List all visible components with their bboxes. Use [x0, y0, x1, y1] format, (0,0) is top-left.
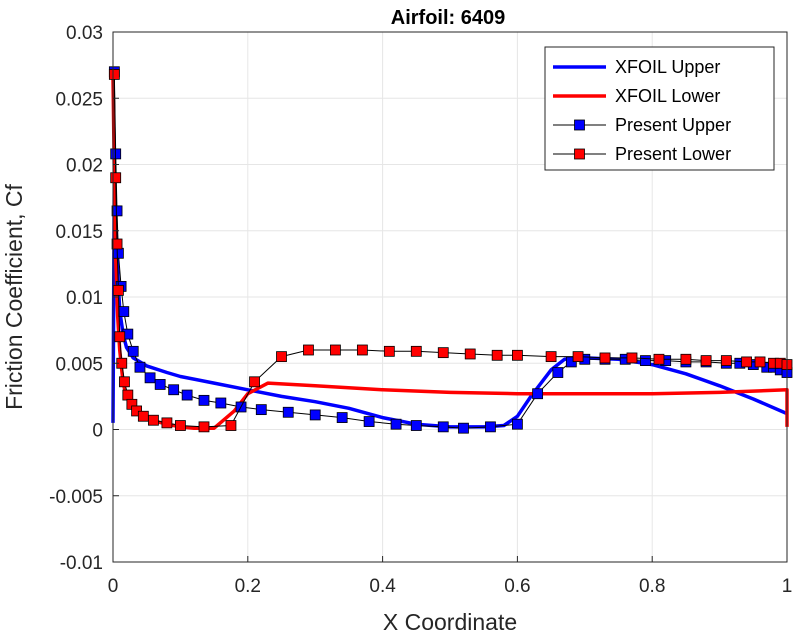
data-point — [112, 284, 124, 296]
y-tick-label: 0.01 — [66, 288, 103, 309]
data-point — [215, 397, 227, 409]
data-point — [134, 361, 146, 373]
x-axis-label: X Coordinate — [383, 609, 517, 635]
data-point — [599, 352, 611, 364]
legend-label: Present Lower — [615, 144, 731, 164]
data-point — [680, 353, 692, 365]
y-tick-label: -0.005 — [49, 487, 103, 508]
data-point — [111, 205, 123, 217]
series-2 — [111, 78, 789, 430]
data-point — [282, 406, 294, 418]
data-point — [437, 421, 449, 433]
data-point — [626, 352, 638, 364]
data-point — [552, 367, 564, 378]
chart-title: Airfoil: 6409 — [391, 7, 505, 29]
data-point — [303, 344, 314, 356]
data-point — [168, 384, 180, 396]
data-point — [110, 172, 122, 184]
y-tick-label: 0.015 — [55, 222, 103, 243]
data-point — [119, 376, 130, 388]
data-point — [410, 420, 422, 431]
data-point — [653, 353, 665, 365]
data-point — [390, 418, 402, 430]
data-point — [276, 351, 287, 363]
y-tick-label: 0.03 — [66, 23, 103, 44]
data-point — [485, 421, 496, 433]
data-point — [356, 344, 368, 356]
legend-entry: XFOIL Upper — [553, 57, 720, 77]
data-point — [118, 306, 130, 317]
data-point — [383, 345, 395, 357]
data-point — [700, 355, 712, 367]
series-line — [113, 74, 788, 428]
data-point — [225, 420, 237, 431]
data-point — [437, 347, 449, 359]
y-tick-label: 0.025 — [55, 89, 103, 110]
data-point — [491, 349, 503, 361]
data-point — [741, 356, 752, 368]
series-line — [111, 78, 789, 430]
data-point — [309, 409, 321, 421]
data-point — [363, 416, 375, 427]
data-point — [174, 420, 186, 431]
data-point — [249, 376, 260, 388]
axis-ticks: 0 0.2 0.4 0.6 0.8 1 -0.01 -0.005 0 0.005 0.01 0.015… — [49, 23, 792, 597]
y-tick-label: 0.02 — [66, 156, 103, 177]
x-tick-label: 1 — [782, 576, 793, 597]
data-point — [144, 372, 156, 384]
y-tick-label: -0.01 — [60, 553, 103, 574]
data-point — [545, 351, 557, 363]
y-axis-label: Friction Coefficient, Cf — [1, 183, 27, 409]
data-point — [532, 388, 544, 400]
data-point — [127, 345, 139, 357]
legend-entry: XFOIL Lower — [553, 86, 720, 106]
data-point — [198, 394, 210, 406]
data-point — [572, 351, 584, 363]
legend-entry: Present Lower — [553, 144, 731, 164]
data-point — [108, 69, 120, 80]
data-point — [112, 247, 124, 259]
data-point — [137, 410, 149, 422]
x-tick-label: 0.2 — [235, 576, 261, 597]
x-tick-label: 0 — [108, 576, 119, 597]
data-point — [161, 417, 173, 429]
legend-marker — [574, 119, 585, 131]
y-tick-label: 0 — [92, 421, 103, 442]
data-point — [512, 349, 523, 361]
data-point — [640, 355, 651, 367]
data-point — [330, 344, 341, 356]
legend-marker — [574, 148, 585, 160]
data-point — [720, 355, 732, 367]
series-layer — [108, 66, 793, 434]
data-point — [336, 412, 348, 423]
legend-label: Present Upper — [615, 115, 731, 135]
legend-label: XFOIL Lower — [615, 86, 720, 106]
data-point — [154, 379, 166, 390]
data-point — [458, 422, 469, 434]
y-tick-label: 0.005 — [55, 354, 103, 375]
data-point — [512, 418, 523, 430]
data-point — [255, 404, 267, 416]
series-4 — [108, 69, 793, 433]
legend-label: XFOIL Upper — [615, 57, 720, 77]
data-point — [114, 331, 126, 343]
data-point — [111, 238, 123, 250]
data-point — [122, 389, 134, 401]
data-point — [754, 356, 766, 368]
legend-entry: Present Upper — [553, 115, 731, 135]
x-tick-label: 0.4 — [369, 576, 396, 597]
data-point — [198, 421, 210, 433]
x-tick-label: 0.8 — [639, 576, 665, 597]
data-point — [181, 389, 193, 401]
legend: XFOIL Upper XFOIL Lower Present Upper Prese… — [544, 46, 775, 171]
data-point — [148, 414, 159, 426]
data-point — [464, 348, 476, 360]
data-point — [410, 345, 422, 357]
x-tick-label: 0.6 — [504, 576, 530, 597]
